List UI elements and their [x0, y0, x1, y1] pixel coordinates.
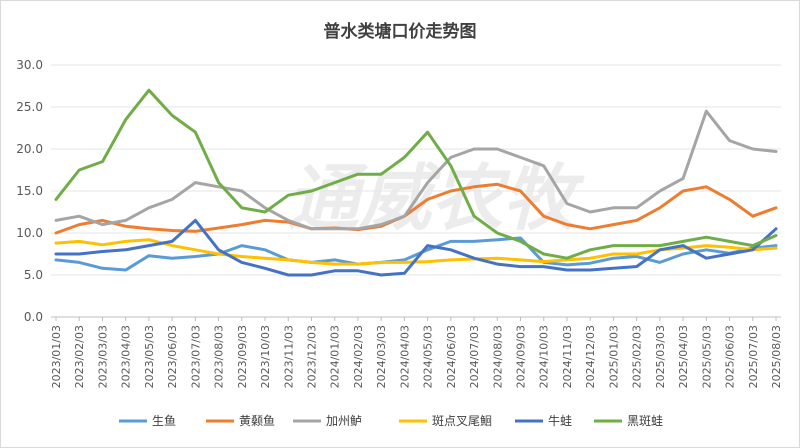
series-line-4 [54, 218, 778, 277]
y-tick-label: 30.0 [16, 58, 43, 72]
legend-label-2: 加州鲈 [326, 414, 362, 428]
x-tick-label: 2024/09/03 [515, 325, 528, 388]
legend-label-4: 牛蛙 [548, 413, 572, 428]
x-tick-label: 2023/07/03 [189, 325, 202, 388]
legend-label-1: 黄颡鱼 [239, 414, 275, 428]
y-axis-ticks: 0.0 5.0 10.0 15.0 20.0 25.0 30.0 [16, 58, 43, 324]
x-tick-label: 2023/10/03 [259, 325, 272, 388]
series-lines [54, 88, 778, 277]
x-tick-label: 2025/07/03 [747, 325, 760, 388]
y-tick-label: 20.0 [16, 142, 43, 156]
x-tick-label: 2024/06/03 [445, 325, 458, 388]
x-tick-label: 2023/06/03 [166, 325, 179, 388]
x-tick-label: 2024/11/03 [561, 325, 574, 388]
series-line-3 [54, 238, 778, 266]
x-tick-label: 2023/01/03 [50, 325, 63, 388]
x-tick-label: 2024/04/03 [398, 325, 411, 388]
x-tick-label: 2025/01/03 [607, 325, 620, 388]
x-axis-ticks: 2023/01/03 2023/02/03 2023/03/03 2023/04/03… [50, 317, 783, 388]
y-tick-label: 15.0 [16, 184, 43, 198]
y-tick-label: 10.0 [16, 226, 43, 240]
legend-label-0: 生鱼 [152, 414, 176, 428]
x-tick-label: 2023/11/03 [282, 325, 295, 388]
y-tick-label: 0.0 [24, 310, 43, 324]
legend-label-5: 黑斑蛙 [627, 414, 663, 428]
x-tick-label: 2023/02/03 [73, 325, 86, 388]
chart-title: 普水类塘口价走势图 [324, 21, 477, 42]
x-tick-label: 2024/03/03 [375, 325, 388, 388]
x-tick-label: 2023/04/03 [120, 325, 133, 388]
x-tick-label: 2023/08/03 [213, 325, 226, 388]
series-line-0 [54, 236, 778, 272]
series-line-5 [54, 88, 778, 260]
watermark-text: 通威农牧 [287, 156, 585, 240]
x-tick-label: 2025/06/03 [724, 325, 737, 388]
x-tick-label: 2025/03/03 [654, 325, 667, 388]
legend-label-3: 斑点叉尾鮰 [432, 414, 492, 428]
x-tick-label: 2024/02/03 [352, 325, 365, 388]
x-tick-label: 2024/08/03 [491, 325, 504, 388]
y-tick-label: 5.0 [24, 268, 43, 282]
x-tick-label: 2024/07/03 [468, 325, 481, 388]
x-tick-label: 2024/01/03 [329, 325, 342, 388]
grid-lines [51, 64, 781, 318]
x-tick-label: 2023/12/03 [305, 325, 318, 388]
y-tick-label: 25.0 [16, 100, 43, 114]
series-line-1 [54, 182, 778, 235]
x-tick-label: 2024/10/03 [538, 325, 551, 388]
x-tick-label: 2024/12/03 [584, 325, 597, 388]
x-tick-label: 2025/02/03 [631, 325, 644, 388]
legend: 生鱼 黄颡鱼 加州鲈 斑点叉尾鮰 牛蛙 黑斑蛙 [119, 413, 663, 428]
x-tick-label: 2023/03/03 [96, 325, 109, 388]
series-line-2 [54, 109, 778, 231]
x-tick-label: 2025/05/03 [700, 325, 713, 388]
x-tick-label: 2025/04/03 [677, 325, 690, 388]
x-tick-label: 2025/08/03 [770, 325, 783, 388]
x-tick-label: 2024/05/03 [422, 325, 435, 388]
x-tick-label: 2023/05/03 [143, 325, 156, 388]
x-tick-label: 2023/09/03 [236, 325, 249, 388]
